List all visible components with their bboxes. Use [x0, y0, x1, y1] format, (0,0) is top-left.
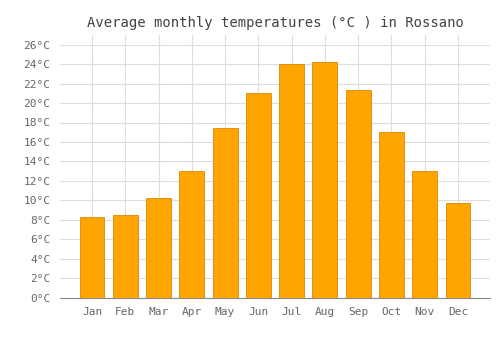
Bar — [446, 203, 470, 298]
Bar — [279, 64, 304, 298]
Bar — [379, 132, 404, 298]
Title: Average monthly temperatures (°C ) in Rossano: Average monthly temperatures (°C ) in Ro… — [86, 16, 464, 30]
Bar — [412, 171, 437, 298]
Bar — [346, 90, 370, 298]
Bar — [212, 128, 238, 298]
Bar — [180, 171, 204, 298]
Bar — [80, 217, 104, 298]
Bar — [146, 198, 171, 298]
Bar — [312, 62, 338, 298]
Bar — [246, 93, 271, 298]
Bar — [113, 215, 138, 298]
